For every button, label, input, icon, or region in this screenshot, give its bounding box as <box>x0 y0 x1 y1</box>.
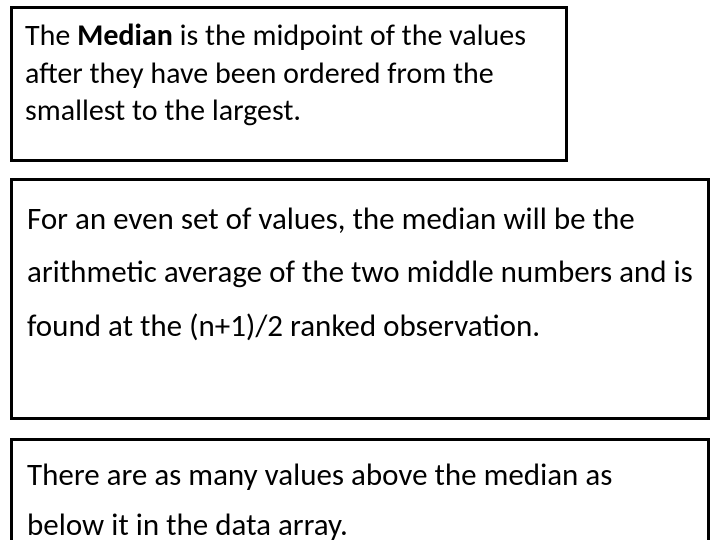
even-set-text: For an even set of values, the median wi… <box>27 200 693 345</box>
def-prefix: The <box>25 17 77 54</box>
even-set-box: For an even set of values, the median wi… <box>10 178 710 420</box>
definition-box: The Median is the midpoint of the values… <box>10 6 568 162</box>
def-term: Median <box>77 17 173 54</box>
property-text: There are as many values above the media… <box>27 456 612 540</box>
slide: The Median is the midpoint of the values… <box>0 0 720 540</box>
property-box: There are as many values above the media… <box>10 438 710 540</box>
